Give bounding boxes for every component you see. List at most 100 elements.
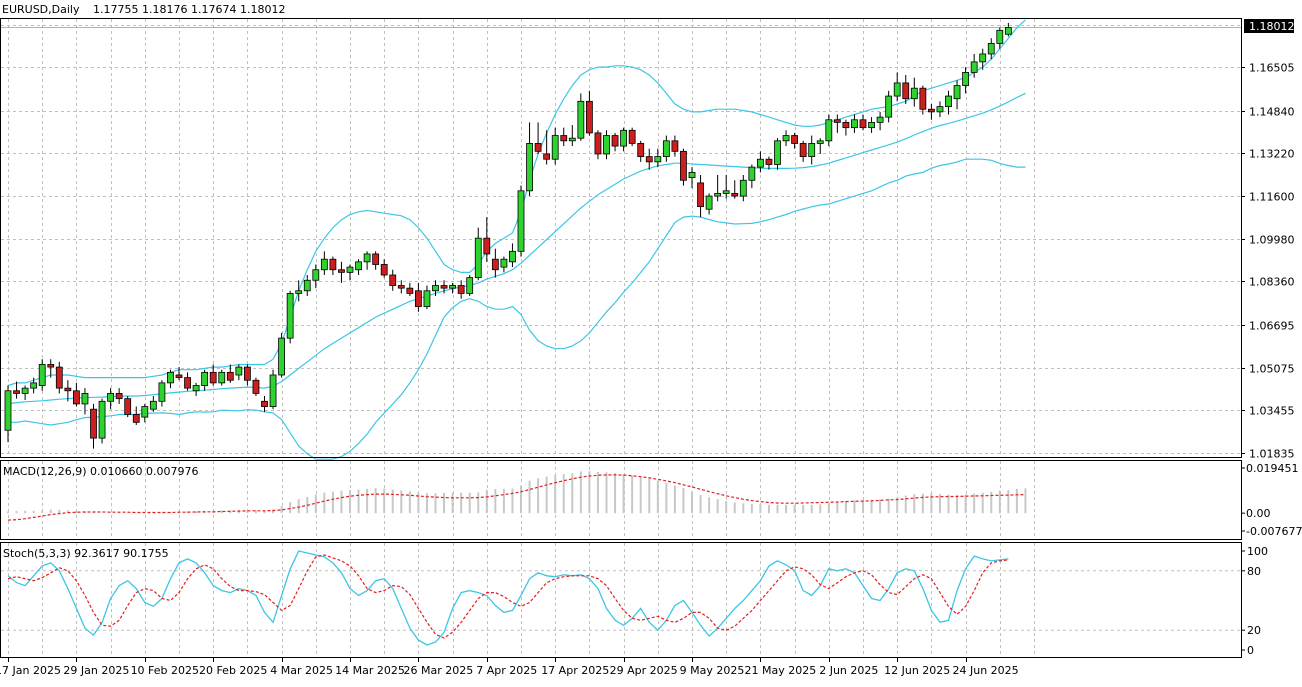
candle-body bbox=[851, 119, 858, 129]
candle-body bbox=[81, 393, 89, 405]
candle-body bbox=[705, 195, 713, 210]
macd-tick-label: 0.019451 bbox=[1246, 462, 1299, 475]
candle-body bbox=[184, 377, 191, 389]
candle-body bbox=[816, 140, 824, 144]
candle bbox=[654, 148, 662, 168]
candle bbox=[594, 130, 602, 160]
candle-body bbox=[987, 43, 995, 55]
candle-body bbox=[98, 400, 106, 439]
candle-body bbox=[363, 253, 371, 263]
candle bbox=[731, 180, 739, 199]
candle bbox=[269, 369, 277, 410]
candle-body bbox=[209, 371, 217, 384]
candle-body bbox=[141, 406, 149, 418]
last-price-tag bbox=[1244, 19, 1294, 33]
price-tick-label: 1.09980 bbox=[1249, 234, 1295, 247]
candle bbox=[372, 251, 380, 270]
candle bbox=[902, 75, 910, 104]
candle-body bbox=[346, 266, 354, 273]
candle bbox=[893, 72, 901, 102]
candle bbox=[816, 138, 824, 154]
candle-body bbox=[799, 143, 807, 157]
candle-body bbox=[4, 390, 12, 431]
candle bbox=[996, 27, 1004, 49]
candle bbox=[107, 388, 114, 410]
macd-tick-label: 0.00 bbox=[1246, 507, 1271, 520]
candle-body bbox=[928, 108, 935, 113]
candle-body bbox=[500, 258, 508, 268]
candle-body bbox=[286, 293, 294, 339]
candle-body bbox=[201, 371, 209, 386]
bollinger-lower-line bbox=[8, 158, 1026, 460]
candle bbox=[363, 251, 371, 270]
candle bbox=[397, 280, 405, 294]
candle-body bbox=[876, 116, 884, 123]
candle-body bbox=[1004, 27, 1012, 35]
candle-body bbox=[338, 269, 345, 273]
candle-body bbox=[406, 287, 414, 294]
time-tick-label: 17 Jan 2025 bbox=[0, 664, 61, 677]
bollinger-upper-line bbox=[7, 19, 1026, 387]
candle-body bbox=[218, 371, 226, 384]
candle bbox=[209, 364, 217, 386]
main-panel-border bbox=[0, 18, 1242, 458]
candle-body bbox=[748, 166, 756, 181]
candle bbox=[842, 119, 850, 136]
candle-body bbox=[722, 190, 730, 194]
candle bbox=[218, 369, 226, 386]
time-tick-label: 12 Jun 2025 bbox=[884, 664, 950, 677]
candle-body bbox=[731, 193, 739, 197]
candle bbox=[483, 217, 491, 262]
candle bbox=[338, 261, 345, 283]
candle bbox=[748, 164, 756, 189]
candle bbox=[440, 280, 448, 294]
candle-body bbox=[970, 61, 978, 73]
candle bbox=[184, 372, 191, 391]
time-tick-label: 14 Mar 2025 bbox=[335, 664, 405, 677]
candle bbox=[235, 364, 243, 381]
candle-body bbox=[979, 53, 987, 63]
candle bbox=[586, 90, 593, 136]
candle bbox=[252, 377, 260, 397]
candle-body bbox=[825, 119, 833, 142]
candle-body bbox=[868, 121, 875, 129]
candle-body bbox=[432, 285, 439, 292]
candle bbox=[329, 256, 337, 275]
candle bbox=[868, 117, 875, 133]
time-tick-label: 7 Apr 2025 bbox=[476, 664, 537, 677]
stoch-tick-label: 80 bbox=[1247, 565, 1261, 578]
candle-body bbox=[414, 290, 422, 307]
candle bbox=[517, 185, 525, 257]
candle bbox=[825, 114, 833, 147]
candle bbox=[526, 122, 533, 197]
candle-body bbox=[945, 95, 952, 107]
candle-body bbox=[714, 193, 722, 197]
candle-body bbox=[226, 371, 234, 381]
macd-label: MACD(12,26,9) 0.010660 0.007976 bbox=[3, 465, 199, 478]
candle-body bbox=[158, 382, 166, 402]
candle bbox=[30, 377, 38, 394]
candle-body bbox=[449, 285, 457, 289]
candle-body bbox=[603, 135, 610, 155]
candle-body bbox=[149, 400, 157, 410]
candlestick-series bbox=[4, 22, 1012, 449]
candle-body bbox=[320, 258, 328, 271]
candle bbox=[132, 406, 140, 425]
grid-lines bbox=[1, 19, 1241, 657]
candle-body bbox=[491, 258, 499, 271]
candle bbox=[859, 114, 867, 131]
candle-body bbox=[628, 129, 636, 144]
candle bbox=[791, 132, 798, 149]
candle-body bbox=[355, 261, 362, 271]
chart-ohlc-readout: 1.17755 1.18176 1.17674 1.18012 bbox=[93, 3, 285, 16]
stochastic-indicator bbox=[1, 550, 1241, 646]
candle-body bbox=[389, 274, 397, 286]
candle bbox=[355, 259, 362, 275]
candle bbox=[799, 140, 807, 162]
candle bbox=[13, 381, 20, 399]
candle bbox=[491, 248, 499, 278]
candle-body bbox=[893, 82, 901, 97]
candle bbox=[449, 282, 457, 294]
candle-body bbox=[611, 135, 619, 147]
